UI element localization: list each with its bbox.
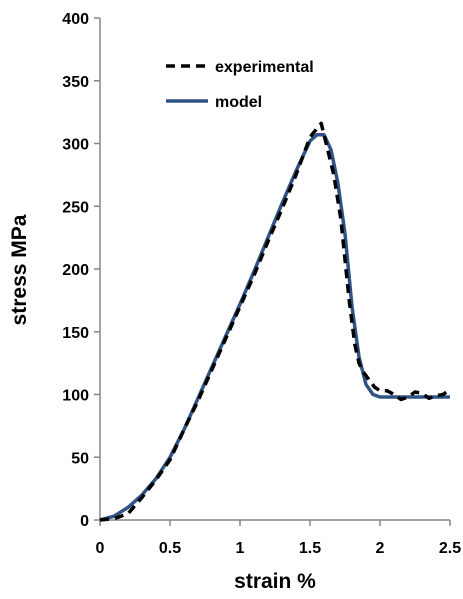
series-line-experimental — [99, 121, 452, 522]
y-tick-label: 200 — [62, 262, 89, 279]
series-line-model — [99, 132, 450, 522]
y-tick-label: 0 — [80, 513, 89, 530]
x-tick-label: 0 — [96, 540, 105, 557]
axes — [99, 18, 450, 521]
x-ticks: 0 0.5 1 1.5 2 2.5 — [96, 520, 461, 557]
x-tick-label: 1 — [236, 540, 245, 557]
legend-item-model: model — [166, 94, 262, 111]
x-tick-label: 2.5 — [439, 540, 461, 557]
y-tick-label: 300 — [62, 137, 89, 154]
y-tick-label: 100 — [62, 388, 89, 405]
y-tick-label: 400 — [62, 11, 89, 28]
y-tick-label: 50 — [71, 450, 89, 467]
legend-item-experimental: experimental — [166, 59, 314, 76]
y-ticks: 0 50 100 150 200 250 300 350 400 — [62, 11, 100, 530]
x-tick-label: 2 — [376, 540, 385, 557]
x-axis-title: strain % — [234, 570, 316, 593]
legend-label-experimental: experimental — [215, 59, 314, 76]
y-tick-label: 350 — [62, 74, 89, 91]
plot-area — [99, 121, 452, 522]
legend-label-model: model — [215, 94, 262, 111]
x-tick-label: 0.5 — [159, 540, 181, 557]
y-tick-label: 250 — [62, 199, 89, 216]
y-axis-title: stress MPa — [8, 214, 31, 325]
y-tick-label: 150 — [62, 325, 89, 342]
legend: experimental model — [166, 59, 314, 111]
x-tick-label: 1.5 — [299, 540, 321, 557]
